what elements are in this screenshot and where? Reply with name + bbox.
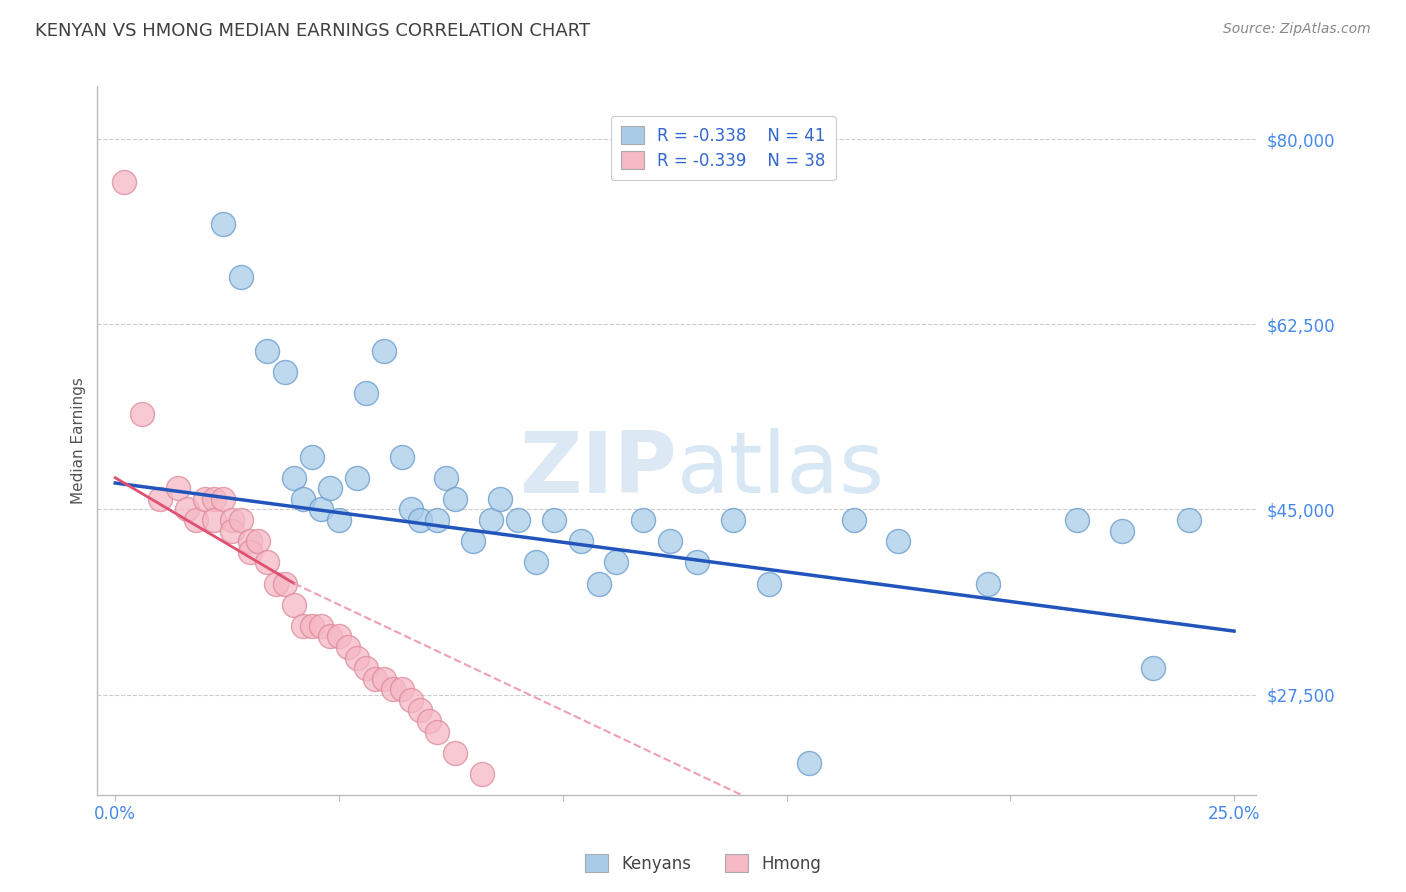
Point [354,661,377,675]
Point [408,703,430,717]
Point [194,491,217,506]
Point [256,343,278,358]
Point [721,513,744,527]
Point [184,513,207,527]
Point [659,534,682,549]
Point [1178,513,1201,527]
Point [238,545,260,559]
Legend: Kenyans, Hmong: Kenyans, Hmong [578,847,828,880]
Point [202,513,225,527]
Point [229,513,252,527]
Point [399,502,422,516]
Point [588,576,610,591]
Point [283,471,305,485]
Point [391,450,413,464]
Point [319,629,342,643]
Text: atlas: atlas [676,427,884,510]
Point [274,365,297,379]
Point [887,534,910,549]
Legend: R = -0.338    N = 41, R = -0.339    N = 38: R = -0.338 N = 41, R = -0.339 N = 38 [610,116,835,180]
Point [221,513,243,527]
Point [842,513,865,527]
Point [463,534,485,549]
Point [436,471,458,485]
Point [301,450,323,464]
Point [408,513,430,527]
Point [506,513,529,527]
Point [633,513,655,527]
Point [176,502,198,516]
Point [364,672,387,686]
Point [758,576,780,591]
Point [283,598,305,612]
Point [686,555,709,569]
Y-axis label: Median Earnings: Median Earnings [72,377,86,504]
Point [167,481,190,495]
Point [266,576,288,591]
Point [112,175,135,189]
Point [274,576,297,591]
Point [418,714,440,728]
Point [202,491,225,506]
Point [221,524,243,538]
Point [149,491,172,506]
Point [346,650,368,665]
Point [426,724,449,739]
Point [471,767,494,781]
Point [1111,524,1133,538]
Point [292,491,315,506]
Point [292,619,315,633]
Point [336,640,359,654]
Point [354,386,377,401]
Point [479,513,502,527]
Point [211,217,233,231]
Point [229,269,252,284]
Point [373,343,395,358]
Point [543,513,565,527]
Point [247,534,270,549]
Point [524,555,547,569]
Point [426,513,449,527]
Point [238,534,260,549]
Point [381,682,404,697]
Text: ZIP: ZIP [519,427,676,510]
Point [797,756,820,771]
Point [131,407,153,421]
Point [309,502,332,516]
Point [1142,661,1164,675]
Point [399,693,422,707]
Point [391,682,413,697]
Point [489,491,512,506]
Point [977,576,1000,591]
Point [319,481,342,495]
Point [309,619,332,633]
Point [328,629,350,643]
Point [256,555,278,569]
Point [1066,513,1088,527]
Point [373,672,395,686]
Point [444,746,467,760]
Point [569,534,592,549]
Point [346,471,368,485]
Point [444,491,467,506]
Text: KENYAN VS HMONG MEDIAN EARNINGS CORRELATION CHART: KENYAN VS HMONG MEDIAN EARNINGS CORRELAT… [35,22,591,40]
Point [328,513,350,527]
Point [301,619,323,633]
Point [605,555,627,569]
Point [211,491,233,506]
Text: Source: ZipAtlas.com: Source: ZipAtlas.com [1223,22,1371,37]
